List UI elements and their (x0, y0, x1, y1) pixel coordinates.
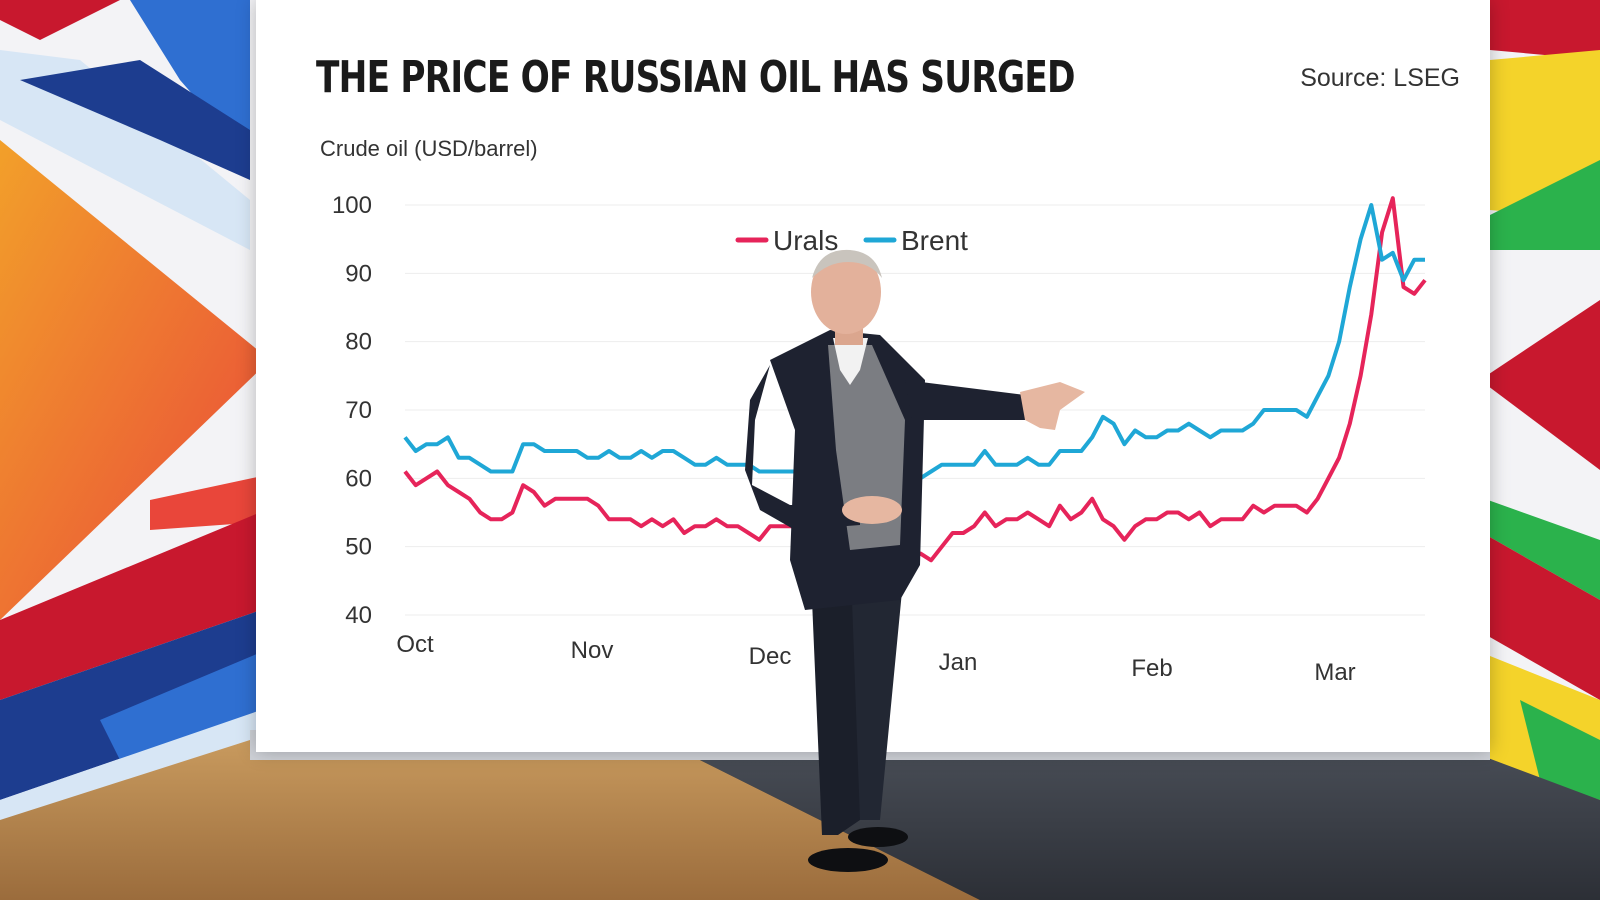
legend-label-urals: Urals (773, 225, 838, 256)
x-tick-label: Feb (1131, 655, 1172, 682)
x-tick-label: Nov (571, 637, 614, 664)
x-tick-label: Oct (396, 631, 434, 658)
legend: Urals Brent (735, 225, 968, 256)
y-tick-label: 70 (345, 397, 372, 424)
chart-source: Source: LSEG (1300, 64, 1460, 92)
y-tick-label: 100 (332, 192, 372, 219)
legend-label-brent: Brent (901, 225, 968, 256)
y-axis-label: Crude oil (USD/barrel) (320, 136, 538, 161)
x-tick-label: Jan (939, 649, 978, 676)
y-tick-label: 90 (345, 260, 372, 287)
presenter-hand (842, 496, 902, 524)
right-shoe (848, 827, 908, 847)
presenter-head (811, 250, 881, 334)
y-tick-label: 40 (345, 602, 372, 629)
gridlines (405, 204, 1425, 616)
y-tick-label: 60 (345, 465, 372, 492)
y-tick-label: 50 (345, 534, 372, 561)
x-axis-ticks: Oct Nov Dec Jan Feb Mar (396, 631, 1355, 686)
x-tick-label: Mar (1314, 659, 1355, 686)
y-tick-label: 80 (345, 329, 372, 356)
x-tick-label: Dec (749, 643, 792, 670)
y-axis-ticks: 100 90 80 70 60 50 40 (332, 192, 372, 629)
chart-title: THE PRICE OF RUSSIAN OIL HAS SURGED (316, 52, 1076, 103)
left-shoe (808, 848, 888, 872)
